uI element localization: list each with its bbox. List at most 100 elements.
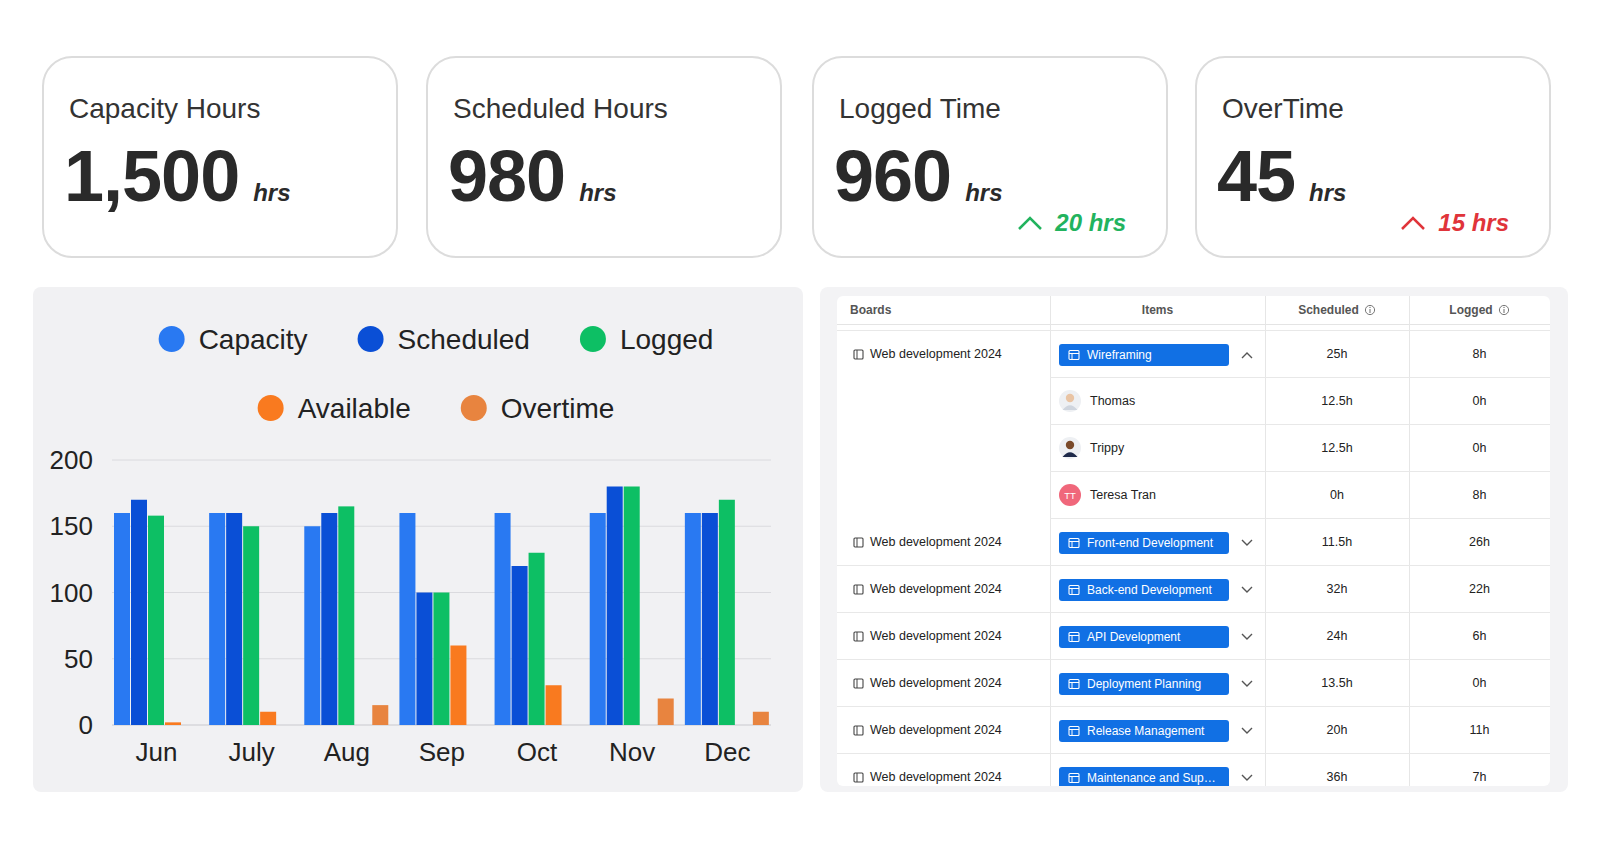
column-line [1265, 296, 1266, 786]
column-line [1409, 296, 1410, 786]
icon[interactable] [1241, 586, 1253, 594]
avatar [1059, 484, 1081, 506]
bar [226, 513, 242, 725]
y-tick-label: 100 [50, 578, 93, 608]
card-value: 45 [1217, 140, 1295, 212]
icon [1364, 304, 1376, 316]
legend-swatch [258, 395, 284, 421]
bar [685, 513, 701, 725]
item-tag[interactable]: Deployment Planning [1059, 673, 1229, 695]
info-icon [1369, 307, 1370, 308]
item-name: Release Management [1087, 720, 1204, 742]
board-icon [854, 679, 863, 688]
bar [495, 513, 511, 725]
icon[interactable] [1241, 680, 1253, 688]
logged-cell: 22h [1409, 566, 1550, 613]
bar [131, 500, 147, 725]
item-icon [1069, 353, 1079, 354]
bar [590, 513, 606, 725]
icon[interactable] [1241, 633, 1253, 641]
bars [114, 487, 769, 726]
icon [853, 725, 864, 736]
x-tick-label: Dec [704, 737, 750, 767]
item-icon [1072, 636, 1073, 642]
legend-swatch [461, 395, 487, 421]
icon [1068, 678, 1080, 690]
scheduled-cell: 0h [1265, 472, 1409, 519]
table: BoardsItemsScheduledLoggedWeb developmen… [837, 296, 1550, 786]
item-icon [1069, 351, 1079, 360]
icon[interactable] [1241, 351, 1253, 359]
icon [1068, 584, 1080, 596]
board-icon [857, 350, 858, 359]
legend-item: Capacity [159, 324, 308, 355]
trend-chevron [1019, 218, 1041, 229]
card-unit: hrs [965, 179, 1002, 207]
bar [624, 487, 640, 726]
item-icon [1069, 586, 1079, 595]
board-icon [854, 538, 863, 547]
icon [1068, 772, 1080, 784]
board-icon [854, 350, 863, 359]
board-name: Web development 2024 [870, 331, 1002, 378]
info-icon [1503, 307, 1504, 308]
item-tag[interactable]: Front-end Development [1059, 532, 1229, 554]
legend-swatch [580, 326, 606, 352]
logged-cell: 7h [1409, 754, 1550, 786]
item-icon [1072, 730, 1073, 736]
item-tag[interactable]: Back-end Development [1059, 579, 1229, 601]
row-line [837, 612, 1550, 613]
logged-cell: 0h [1409, 378, 1550, 425]
icon [1498, 304, 1510, 316]
expand-chevron [1242, 728, 1252, 733]
x-tick-label: July [229, 737, 275, 767]
card-title: Capacity Hours [69, 94, 260, 125]
board-icon [854, 585, 863, 594]
legend-label: Scheduled [398, 324, 530, 355]
bar [702, 513, 718, 725]
item-tag[interactable]: Wireframing [1059, 344, 1229, 366]
item-tag[interactable]: API Development [1059, 626, 1229, 648]
scheduled-cell: 32h [1265, 566, 1409, 613]
item-icon [1072, 777, 1073, 783]
icon[interactable] [1241, 774, 1253, 782]
kpi-card: Logged Time960hrs20 hrs [812, 56, 1168, 258]
bar [399, 513, 415, 725]
expand-chevron [1242, 540, 1252, 545]
icon[interactable] [1241, 539, 1253, 547]
item-name: Maintenance and Sup… [1087, 767, 1216, 786]
x-tick-label: Jun [136, 737, 178, 767]
avatar-head [1066, 441, 1074, 449]
row-line [837, 565, 1550, 566]
bar [658, 699, 674, 726]
person-name: Trippy [1090, 425, 1124, 472]
icon[interactable] [1241, 727, 1253, 735]
board-icon [854, 726, 863, 735]
expand-chevron [1242, 775, 1252, 780]
card-unit: hrs [579, 179, 616, 207]
card-change-text: 20 hrs [1055, 210, 1126, 236]
row-line [837, 753, 1550, 754]
row-line [1050, 518, 1550, 519]
bar [148, 516, 164, 725]
board-icon [854, 773, 863, 782]
bar [512, 566, 528, 725]
scheduled-cell: 24h [1265, 613, 1409, 660]
table-panel: BoardsItemsScheduledLoggedWeb developmen… [820, 287, 1568, 792]
logged-cell: 6h [1409, 613, 1550, 660]
icon [1068, 349, 1080, 361]
board-name: Web development 2024 [870, 707, 1002, 754]
icon [1400, 215, 1426, 231]
icon [1017, 215, 1043, 231]
row-line [1050, 424, 1550, 425]
kpi-card: Capacity Hours1,500hrs [42, 56, 398, 258]
avatar [1059, 390, 1081, 412]
column-header-text: Logged [1449, 303, 1492, 317]
x-tick-label: Sep [419, 737, 465, 767]
icon [853, 349, 864, 360]
trend-chevron [1402, 218, 1424, 229]
item-tag[interactable]: Maintenance and Sup… [1059, 767, 1229, 786]
card-title: Scheduled Hours [453, 94, 668, 125]
item-icon [1069, 680, 1079, 689]
item-tag[interactable]: Release Management [1059, 720, 1229, 742]
